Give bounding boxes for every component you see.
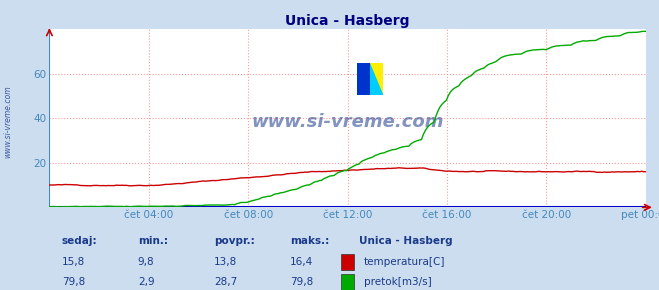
Text: 9,8: 9,8 [138,257,154,267]
Text: www.si-vreme.com: www.si-vreme.com [3,86,13,158]
Text: maks.:: maks.: [290,236,330,246]
Text: povpr.:: povpr.: [214,236,255,246]
Polygon shape [370,63,384,95]
Text: www.si-vreme.com: www.si-vreme.com [251,113,444,131]
Text: min.:: min.: [138,236,168,246]
Text: 28,7: 28,7 [214,277,237,287]
Title: Unica - Hasberg: Unica - Hasberg [285,14,410,28]
Text: 79,8: 79,8 [290,277,314,287]
Text: sedaj:: sedaj: [62,236,98,246]
Text: 16,4: 16,4 [290,257,314,267]
Text: 2,9: 2,9 [138,277,154,287]
Text: 79,8: 79,8 [62,277,85,287]
Bar [357,63,384,95]
Text: Unica - Hasberg: Unica - Hasberg [359,236,453,246]
Text: pretok[m3/s]: pretok[m3/s] [364,277,432,287]
Text: temperatura[C]: temperatura[C] [364,257,445,267]
Bar [357,63,370,95]
Text: 13,8: 13,8 [214,257,237,267]
Text: 15,8: 15,8 [62,257,85,267]
